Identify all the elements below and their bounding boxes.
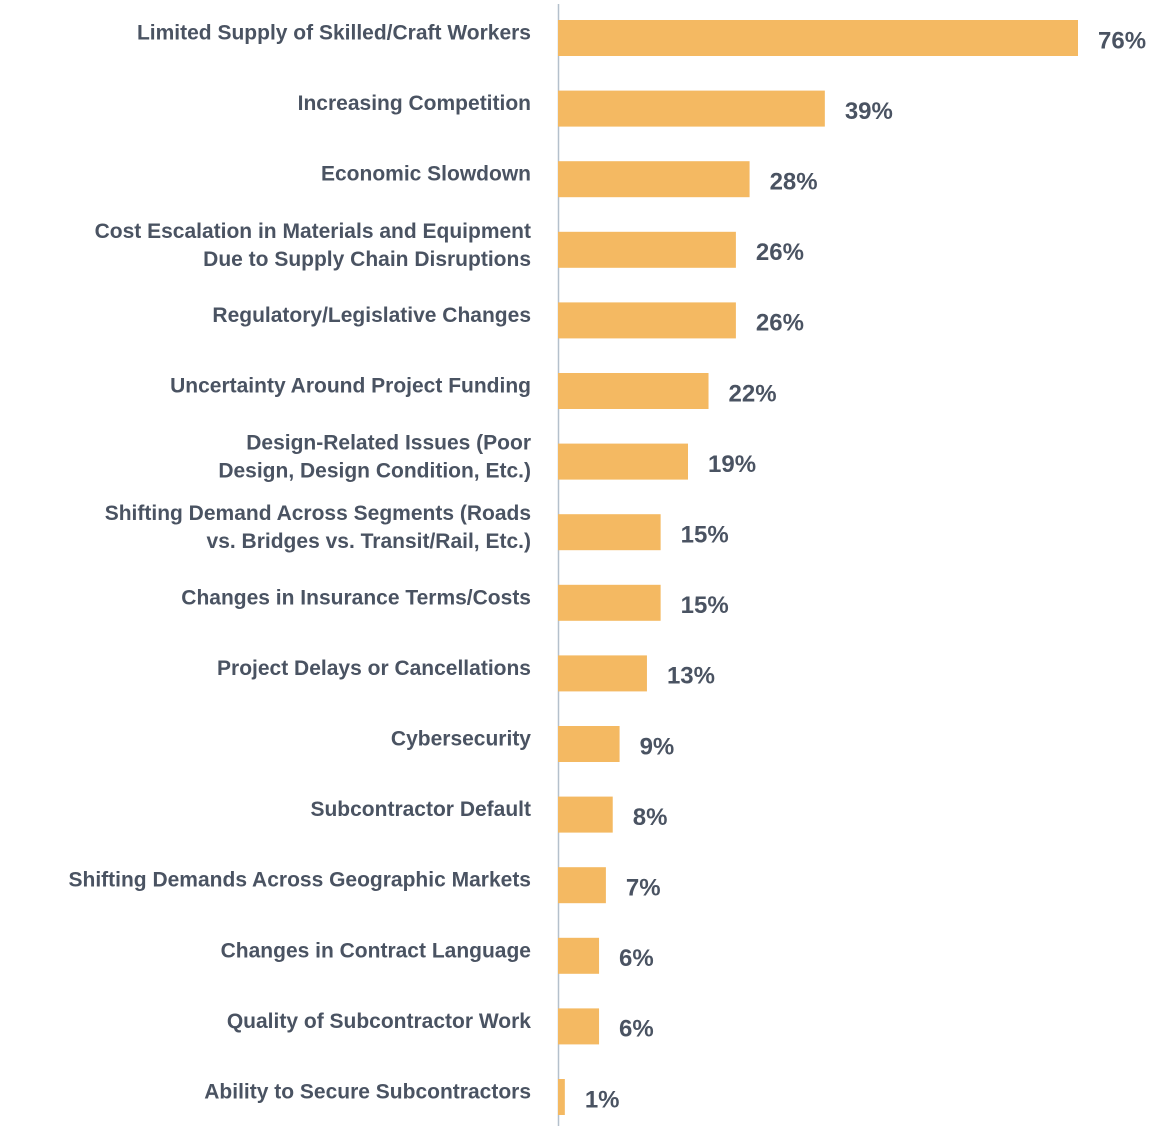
category-label: Changes in Insurance Terms/Costs — [181, 586, 531, 609]
category-label: Cost Escalation in Materials and Equipme… — [95, 219, 531, 270]
value-label: 13% — [667, 663, 715, 690]
bar — [558, 1079, 565, 1115]
bar — [558, 655, 647, 692]
bar — [558, 584, 661, 621]
bar — [558, 161, 750, 198]
bar — [558, 20, 1078, 56]
category-label: Cybersecurity — [391, 728, 531, 751]
value-label: 26% — [756, 239, 804, 266]
category-label: Uncertainty Around Project Funding — [170, 375, 531, 398]
category-label: Increasing Competition — [298, 92, 531, 115]
category-label: Economic Slowdown — [321, 163, 531, 186]
category-label: Changes in Contract Language — [221, 939, 531, 962]
value-label: 7% — [626, 875, 661, 902]
bar — [558, 514, 661, 551]
category-label: Regulatory/Legislative Changes — [212, 304, 531, 327]
category-label: Limited Supply of Skilled/Craft Workers — [137, 22, 531, 45]
category-label: Ability to Secure Subcontractors — [204, 1081, 531, 1104]
bar — [558, 443, 688, 480]
value-label: 26% — [756, 310, 804, 337]
bar — [558, 867, 606, 904]
bar — [558, 302, 736, 339]
bar — [558, 937, 600, 974]
category-label: Project Delays or Cancellations — [217, 657, 531, 680]
bar — [558, 373, 709, 409]
value-label: 15% — [681, 592, 729, 619]
value-label: 6% — [619, 1016, 654, 1043]
value-label: 9% — [640, 733, 675, 760]
bar — [558, 796, 613, 833]
value-label: 22% — [729, 380, 777, 407]
value-label: 28% — [770, 169, 818, 196]
value-label: 19% — [708, 451, 756, 478]
category-label: Quality of Subcontractor Work — [227, 1010, 531, 1033]
category-label: Shifting Demand Across Segments (Roads vs… — [105, 502, 531, 553]
value-label: 15% — [681, 522, 729, 549]
value-label: 8% — [633, 804, 668, 831]
bar — [558, 1008, 600, 1045]
category-label: Design-Related Issues (Poor Design, Desig… — [218, 431, 531, 482]
bar — [558, 90, 825, 127]
value-label: 39% — [845, 98, 893, 125]
bar — [558, 231, 736, 268]
value-label: 1% — [585, 1086, 620, 1113]
category-label: Subcontractor Default — [310, 798, 531, 821]
value-label: 76% — [1098, 27, 1146, 54]
category-label: Shifting Demands Across Geographic Marke… — [68, 869, 531, 892]
value-label: 6% — [619, 945, 654, 972]
bar — [558, 726, 620, 762]
